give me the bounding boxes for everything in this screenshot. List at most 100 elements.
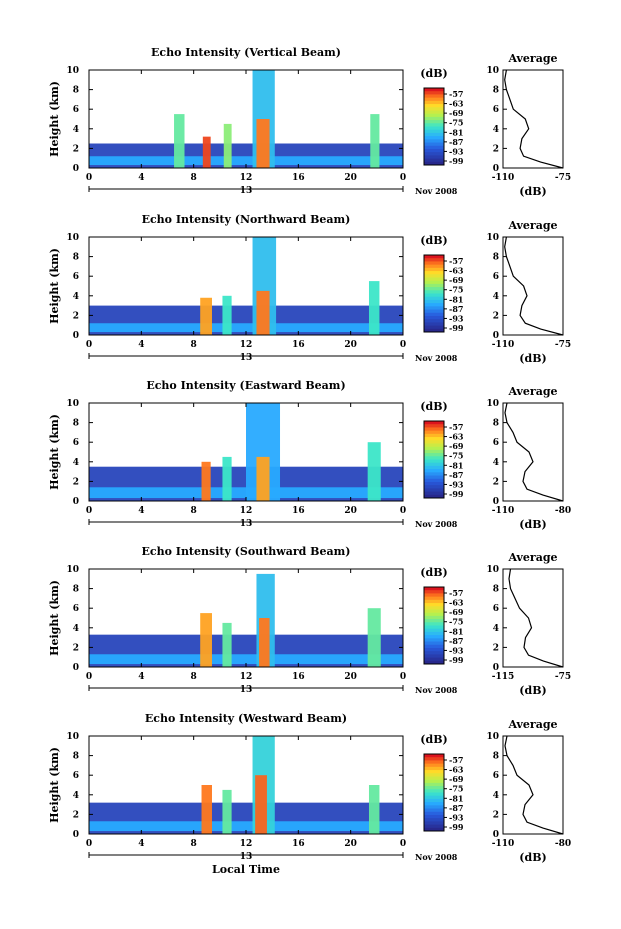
colorbar-tick-label: -81 — [449, 460, 463, 470]
colorbar-swatch — [424, 328, 444, 333]
x-tick-label: 4 — [138, 839, 144, 849]
colorbar-swatch — [424, 478, 444, 483]
colorbar-swatch — [424, 811, 444, 816]
y-tick-label: 0 — [73, 331, 79, 341]
colorbar-swatch — [424, 760, 444, 765]
x-tick-label: 8 — [191, 173, 197, 183]
date-label: 13 — [240, 519, 253, 529]
colorbar-swatch — [424, 631, 444, 636]
colorbar-swatch — [424, 107, 444, 111]
colorbar-tick-label: -69 — [449, 607, 464, 617]
colorbar-frame — [423, 87, 445, 166]
colorbar-swatch — [424, 603, 444, 607]
average-x-tick-label: -75 — [555, 340, 571, 350]
average-x-tick-label: -75 — [555, 672, 571, 682]
average-x-tick-label: -115 — [492, 672, 515, 682]
average-y-tick-label: 2 — [493, 311, 499, 321]
x-tick-label: 12 — [240, 506, 253, 516]
colorbar-swatch — [424, 824, 444, 829]
x-tick-label: 4 — [138, 506, 144, 516]
average-title: Average — [507, 219, 557, 232]
colorbar-swatch — [424, 274, 444, 278]
average-y-tick-label: 10 — [486, 233, 499, 243]
colorbar-swatch — [424, 485, 444, 489]
x-tick-label: 12 — [240, 173, 253, 183]
y-tick-label: 4 — [73, 624, 79, 634]
colorbar-swatch — [424, 155, 444, 160]
colorbar-swatch — [424, 465, 444, 470]
colorbar-swatch — [424, 590, 444, 594]
colorbar-tick-label: -69 — [449, 108, 464, 118]
colorbar-swatch — [424, 255, 444, 259]
average-title: Average — [507, 718, 557, 731]
colorbar-swatch — [424, 612, 444, 617]
y-axis-label: Height (km) — [48, 248, 61, 324]
x-tick-label: 20 — [344, 340, 357, 350]
average-y-tick-label: 4 — [493, 125, 499, 135]
colorbar-swatch — [424, 606, 444, 610]
colorbar-swatch — [424, 622, 444, 626]
colorbar-swatch — [424, 641, 444, 646]
x-tick-label: 4 — [138, 340, 144, 350]
colorbar-swatch — [424, 158, 444, 163]
colorbar-swatch — [424, 462, 444, 467]
colorbar-swatch — [424, 120, 444, 124]
colorbar-swatch — [424, 104, 444, 108]
colorbar-swatch — [424, 488, 444, 493]
y-tick-label: 2 — [73, 477, 79, 487]
colorbar-tick-label: -87 — [449, 304, 463, 314]
average-y-tick-label: 4 — [493, 624, 499, 634]
colorbar-unit: (dB) — [420, 566, 447, 579]
x-tick-label: 16 — [292, 340, 305, 350]
average-y-tick-label: 2 — [493, 144, 499, 154]
average-frame — [502, 735, 564, 835]
heatmap-cell — [201, 785, 212, 834]
colorbar-swatch — [424, 97, 444, 102]
panel-1: Echo Intensity (Northward Beam) 0 2 4 6 8 10 0 4… — [48, 213, 571, 365]
colorbar-swatch — [424, 113, 444, 118]
colorbar-swatch — [424, 795, 444, 800]
x-tick-label: 16 — [292, 173, 305, 183]
y-tick-label: 8 — [73, 86, 79, 96]
colorbar-swatch — [424, 827, 444, 832]
chart-title: Echo Intensity (Vertical Beam) — [151, 46, 341, 59]
x-tick-label: 20 — [344, 839, 357, 849]
colorbar-tick-label: -93 — [449, 313, 464, 323]
colorbar-swatch — [424, 776, 444, 781]
average-x-tick-label: -110 — [492, 839, 515, 849]
colorbar-frame — [423, 586, 445, 665]
colorbar-tick-label: -87 — [449, 636, 463, 646]
colorbar-swatch — [424, 798, 444, 803]
average-y-tick-label: 8 — [493, 419, 499, 429]
average-x-label: (dB) — [519, 851, 546, 864]
y-tick-label: 4 — [73, 791, 79, 801]
heatmap-cell — [89, 156, 403, 166]
average-y-tick-label: 4 — [493, 458, 499, 468]
colorbar-tick-label: -57 — [449, 755, 463, 765]
y-tick-label: 2 — [73, 810, 79, 820]
average-y-tick-label: 6 — [493, 604, 499, 614]
average-y-tick-label: 6 — [493, 771, 499, 781]
colorbar-swatch — [424, 145, 444, 150]
colorbar-swatch — [424, 290, 444, 294]
colorbar-swatch — [424, 786, 444, 790]
x-tick-label: 0 — [400, 506, 406, 516]
y-tick-label: 2 — [73, 144, 79, 154]
chart-title: Echo Intensity (Eastward Beam) — [146, 379, 345, 392]
colorbar-swatch — [424, 139, 444, 144]
colorbar-swatch — [424, 491, 444, 496]
y-tick-label: 2 — [73, 643, 79, 653]
month-label: Nov 2008 — [415, 186, 458, 196]
colorbar-swatch — [424, 440, 444, 444]
average-profile-line — [508, 568, 564, 668]
colorbar-tick-label: -99 — [449, 822, 464, 832]
heatmap-cell — [89, 821, 403, 832]
colorbar-swatch — [424, 456, 444, 460]
colorbar-swatch — [424, 283, 444, 288]
x-tick-label: 20 — [344, 173, 357, 183]
colorbar-swatch — [424, 296, 444, 301]
average-y-tick-label: 8 — [493, 752, 499, 762]
average-y-tick-label: 8 — [493, 86, 499, 96]
y-tick-label: 6 — [73, 105, 79, 115]
colorbar-tick-label: -93 — [449, 146, 464, 156]
